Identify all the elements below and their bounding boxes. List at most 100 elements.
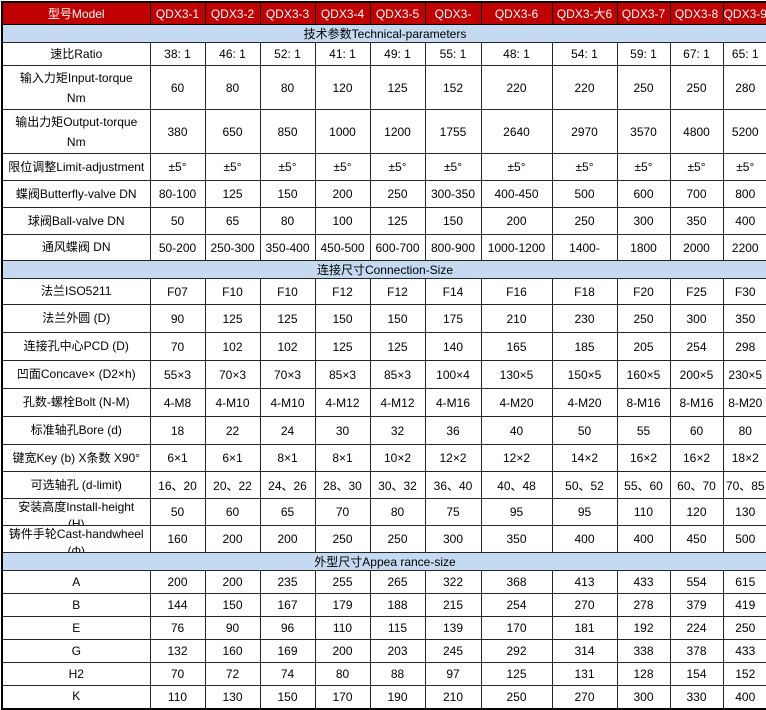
cell: 130 [722,498,766,526]
cell: 85×3 [369,360,426,389]
row-label-line: 法兰外圆 (D) [42,311,111,325]
cell: 250 [314,525,371,553]
spec-row: 标准轴孔Bore (d) 18 22 24 30 32 36 40 50 55 60 80 [1,416,766,445]
cell: 554 [669,570,724,594]
row-label-line: Nm [66,90,86,105]
row-label-line: (Φ) [67,544,86,552]
cell: 220 [551,65,618,110]
cell: 125 [204,304,261,333]
cell: 254 [480,593,553,617]
cell: 80 [722,416,766,445]
cell: 250 [480,685,553,709]
header-model-7: QDX3-6 [480,1,553,25]
cell: 80 [259,65,316,110]
cell: 95 [480,498,553,526]
cell: 115 [369,616,426,640]
cell: 24、26 [259,471,316,499]
row-label-line: 限位调整Limit-adjustment [8,159,145,174]
cell: 185 [551,332,618,361]
cell: 278 [616,593,671,617]
row-label-line: G [71,643,81,658]
model-header-row: 型号Model QDX3-1 QDX3-2 QDX3-3 QDX3-4 QDX3-5 QDX… [1,1,766,25]
cell: F16 [480,278,553,305]
cell: 139 [424,616,482,640]
cell: F20 [616,278,671,305]
cell: 8×1 [259,444,316,472]
cell: 4-M20 [551,388,618,417]
row-label: A [1,570,151,594]
cell: 72 [204,662,261,686]
cell: 400 [616,525,671,553]
spec-row: 限位调整Limit-adjustment ±5° ±5° ±5° ±5° ±5° ±5° ±5… [1,153,766,181]
cell: 70 [314,498,371,526]
cell: 500 [722,525,766,553]
cell: 70×3 [204,360,261,389]
cell: 280 [722,65,766,110]
cell: 150 [369,304,426,333]
cell: 188 [369,593,426,617]
cell: 80-100 [149,180,206,208]
spec-row: 通风蝶阀 DN 50-200 250-300 350-400 450-500 600-70… [1,234,766,261]
cell: 200 [204,525,261,553]
cell: 368 [480,570,553,594]
cell: 1000 [314,109,371,154]
cell: 350 [669,207,724,235]
cell: 80 [369,498,426,526]
cell: 140 [424,332,482,361]
cell: 169 [259,639,316,663]
row-label: 连接孔中心PCD (D) [1,332,151,361]
cell: 270 [551,685,618,709]
cell: ±5° [149,153,206,181]
cell: 500 [551,180,618,208]
row-label-line: A [72,574,81,589]
row-label-line: 输入力矩Input-torque [19,70,133,85]
cell: F07 [149,278,206,305]
cell: ±5° [369,153,426,181]
cell: 18 [149,416,206,445]
cell: 97 [424,662,482,686]
cell: 10×2 [369,444,426,472]
cell: 67: 1 [669,42,724,66]
row-label-line: B [72,597,81,612]
cell: 190 [369,685,426,709]
cell: 55 [616,416,671,445]
row-label-line: Nm [66,134,86,149]
row-label-line: 通风蝶阀 DN [41,240,111,254]
row-label: 输出力矩Output-torque Nm [1,109,151,154]
cell: 4800 [669,109,724,154]
cell: 65 [259,498,316,526]
spec-row: 蝶阀Butterfly-valve DN 80-100 125 150 200 250 30… [1,180,766,208]
cell: 60 [149,65,206,110]
row-label-line: 球阀Ball-valve DN [27,213,125,228]
header-model-9: QDX3-7 [616,1,671,25]
cell: 152 [424,65,482,110]
cell: 250 [551,207,618,235]
cell: 330 [669,685,724,709]
cell: 130×5 [480,360,553,389]
cell: 400 [722,685,766,709]
cell: 90 [149,304,206,333]
cell: 14×2 [551,444,618,472]
cell: 50 [149,207,206,235]
spec-row: 球阀Ball-valve DN 50 65 80 100 125 150 200 250 300 3… [1,207,766,235]
cell: 110 [314,616,371,640]
cell: 8-M20 [722,388,766,417]
cell: 700 [669,180,724,208]
cell: 144 [149,593,206,617]
cell: 230 [551,304,618,333]
cell: 250 [616,304,671,333]
row-label: 铸件手轮Cast-handwheel (Φ) [1,525,151,553]
cell: 80 [314,662,371,686]
cell: 167 [259,593,316,617]
cell: 192 [616,616,671,640]
cell: 4-M10 [259,388,316,417]
cell: 55: 1 [424,42,482,66]
cell: 49: 1 [369,42,426,66]
cell: ±5° [204,153,261,181]
spec-row: G 132 160 169 200 203 245 292 314 338 378 433 [1,639,766,663]
cell: 250-300 [204,234,261,261]
cell: 3570 [616,109,671,154]
cell: 298 [722,332,766,361]
cell: 4-M12 [314,388,371,417]
